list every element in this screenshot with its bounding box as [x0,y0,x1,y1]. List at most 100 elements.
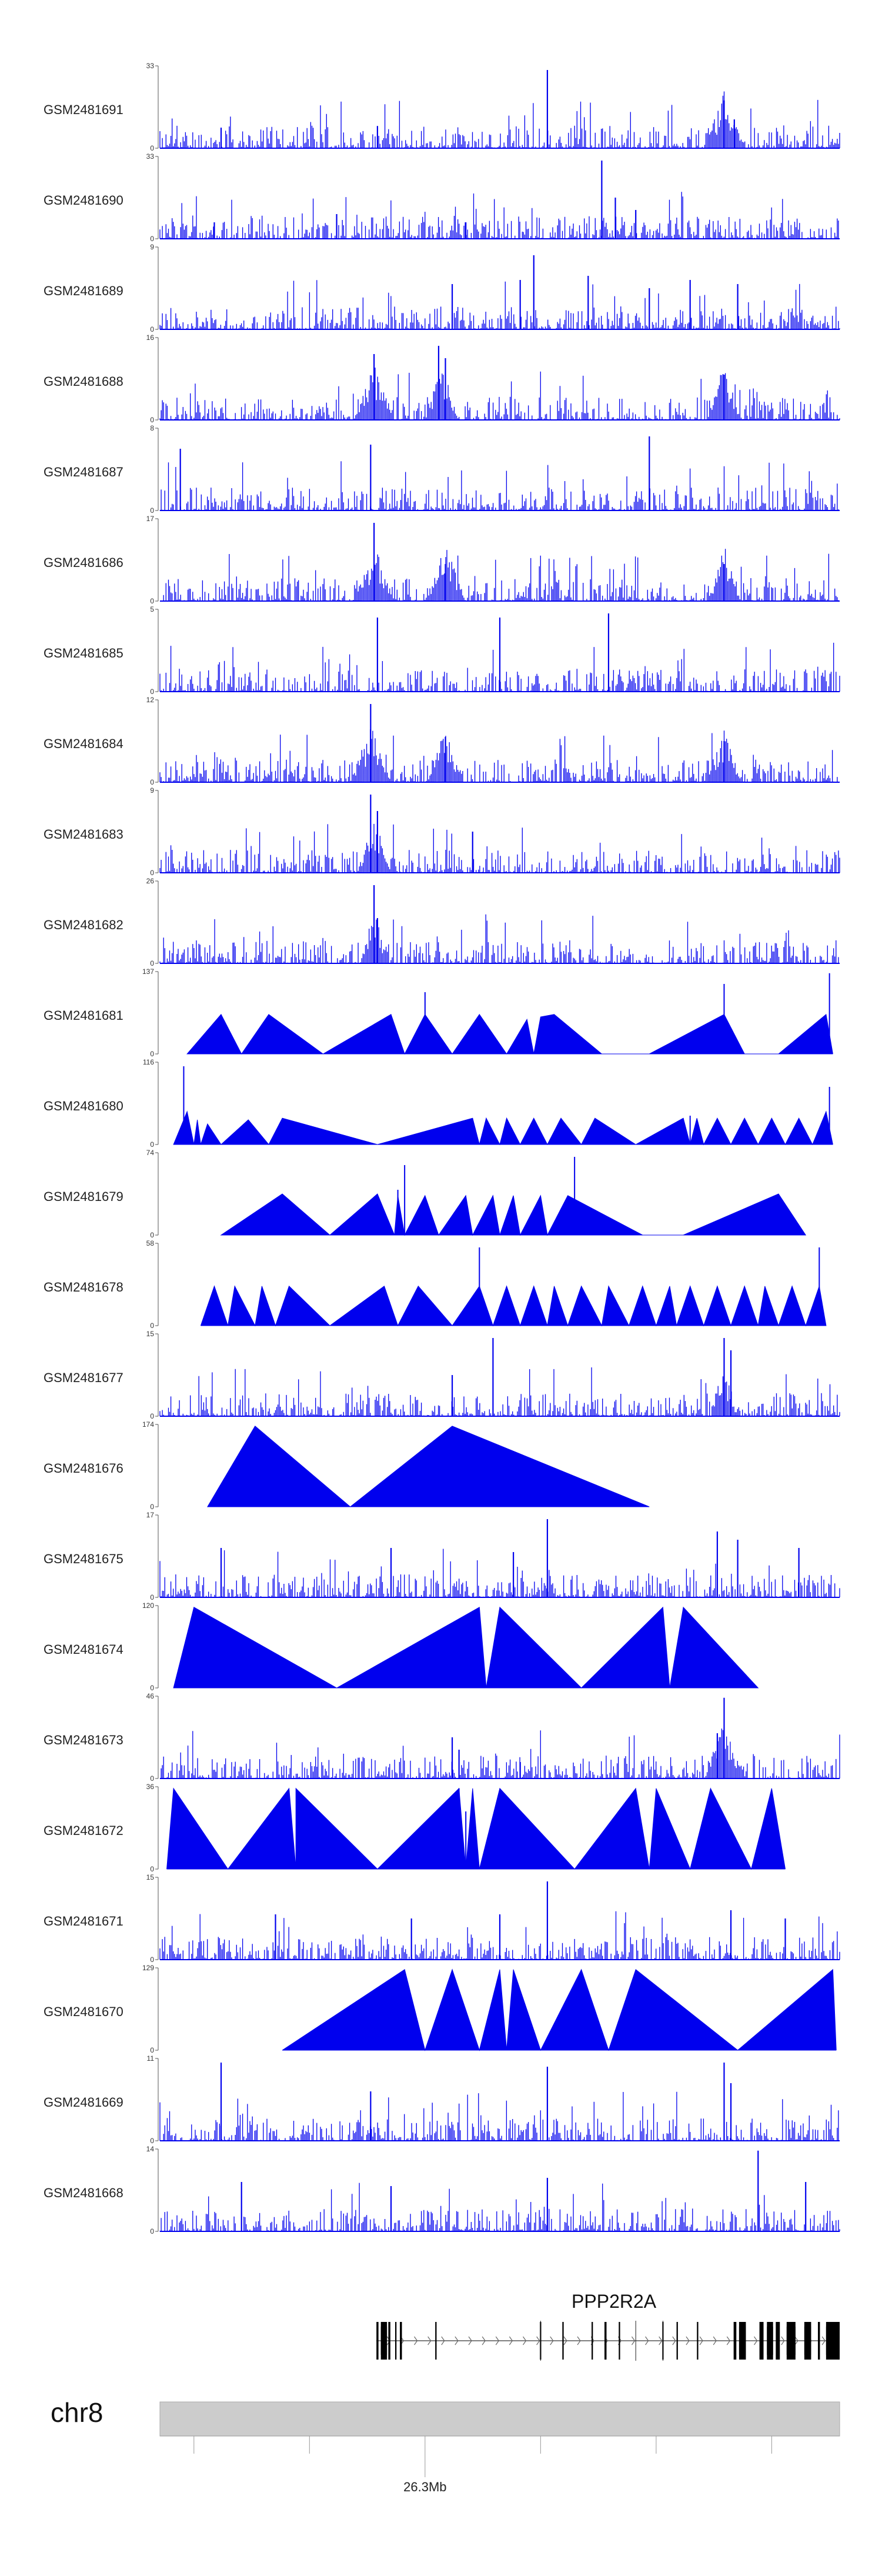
y-axis-max-label: 58 [146,1239,155,1247]
y-axis-max-label: 15 [146,1330,155,1338]
y-axis-min-label: 0 [150,597,154,605]
y-axis-min-label: 0 [150,2227,154,2235]
strand-arrow-icon [577,2336,581,2345]
track-GSM2481678: GSM2481678 58 0 [44,1239,827,1330]
strand-arrow-icon [699,2336,703,2345]
track-GSM2481688: GSM2481688 16 0 [44,333,840,424]
track-GSM2481669: GSM2481669 11 0 [44,2054,840,2145]
track-label: GSM2481675 [44,1551,123,1566]
y-axis-max-label: 14 [146,2145,155,2153]
track-GSM2481684: GSM2481684 12 0 [44,696,840,786]
signal-bars [159,368,840,420]
track-label: GSM2481677 [44,1370,123,1385]
gene-exon [676,2322,678,2360]
track-label: GSM2481680 [44,1099,123,1113]
signal-bars [159,729,840,782]
y-axis-max-label: 15 [146,1873,155,1881]
y-axis-max-label: 120 [142,1601,154,1610]
y-axis-min-label: 0 [150,235,154,243]
y-axis-min-label: 0 [150,2137,154,2145]
track-GSM2481668: GSM2481668 14 0 [44,2145,840,2235]
y-axis-max-label: 36 [146,1783,155,1791]
track-label: GSM2481672 [44,1823,123,1838]
strand-arrow-icon [659,2336,663,2345]
y-axis-min-label: 0 [150,869,154,877]
signal-bars [161,549,839,601]
track-label: GSM2481674 [44,1642,123,1657]
y-axis-min-label: 0 [150,416,154,424]
strand-arrow-icon [754,2336,758,2345]
track-label: GSM2481681 [44,1008,123,1023]
gene-coding-exon [739,2327,746,2355]
y-axis-min-label: 0 [150,1865,154,1873]
signal-bars [159,2091,840,2141]
strand-arrow-icon [550,2336,554,2345]
track-label: GSM2481673 [44,1733,123,1747]
track-label: GSM2481690 [44,193,123,208]
y-axis-min-label: 0 [150,1140,154,1149]
signal-bars [159,280,840,329]
interpolated-area [200,1285,827,1327]
track-GSM2481689: GSM2481689 9 0 [44,243,840,333]
strand-arrow-icon [821,2336,826,2345]
strand-arrow-icon [631,2336,636,2345]
gene-annotation-track: PPP2R2A [376,2291,840,2361]
track-GSM2481676: GSM2481676 174 0 [44,1420,650,1511]
signal-bars [159,461,839,510]
gene-exon [400,2322,402,2360]
strand-arrow-icon [441,2336,445,2345]
chromosome-ideogram-track: chr8 26.3Mb [51,2397,840,2494]
track-GSM2481673: GSM2481673 46 0 [44,1692,840,1783]
track-label: GSM2481687 [44,465,123,479]
track-label: GSM2481684 [44,736,123,751]
interpolated-area [166,1787,786,1870]
chromosome-band [159,2401,840,2437]
gene-coding-exon [767,2327,773,2355]
interpolated-area [220,1193,807,1236]
gene-exon [733,2322,737,2360]
strand-arrow-icon [523,2336,527,2345]
gene-exon [388,2322,390,2360]
strand-arrow-icon [509,2336,513,2345]
track-label: GSM2481685 [44,646,123,660]
gene-exon [562,2322,564,2360]
strand-arrow-icon [468,2336,472,2345]
track-GSM2481682: GSM2481682 26 0 [44,877,840,967]
track-GSM2481674: GSM2481674 120 0 [44,1601,759,1692]
gene-coding-exon [786,2327,796,2355]
gene-exon [395,2322,397,2360]
y-axis-max-label: 17 [146,515,155,523]
interpolated-area [186,1013,833,1055]
y-axis-max-label: 9 [150,786,154,795]
y-axis-min-label: 0 [150,1774,154,1783]
y-axis-min-label: 0 [150,1231,154,1239]
strand-arrow-icon [455,2336,459,2345]
y-axis-min-label: 0 [150,1050,154,1058]
track-label: GSM2481670 [44,2004,123,2019]
track-label: GSM2481679 [44,1189,123,1204]
gene-exon [619,2322,620,2360]
signal-bars [159,91,840,148]
gene-name-label: PPP2R2A [572,2291,657,2312]
track-label: GSM2481691 [44,102,123,117]
y-axis-max-label: 137 [142,967,154,976]
chromosome-label: chr8 [51,2397,103,2428]
y-axis-min-label: 0 [150,688,154,696]
strand-arrow-icon [645,2336,649,2345]
y-axis-max-label: 174 [142,1420,154,1429]
y-axis-max-label: 116 [143,1058,154,1066]
gene-exon [759,2322,764,2360]
strand-arrow-icon [536,2336,540,2345]
track-GSM2481679: GSM2481679 74 0 [44,1149,807,1239]
y-axis-min-label: 0 [150,144,154,152]
track-label: GSM2481676 [44,1461,123,1476]
y-axis-min-label: 0 [150,1503,154,1511]
y-axis-max-label: 129 [142,1964,154,1972]
track-label: GSM2481688 [44,374,123,389]
track-GSM2481677: GSM2481677 15 0 [44,1330,840,1420]
gene-exon [776,2322,780,2360]
y-axis-min-label: 0 [150,1593,154,1601]
track-GSM2481686: GSM2481686 17 0 [44,515,840,605]
y-axis-max-label: 11 [147,2054,155,2063]
